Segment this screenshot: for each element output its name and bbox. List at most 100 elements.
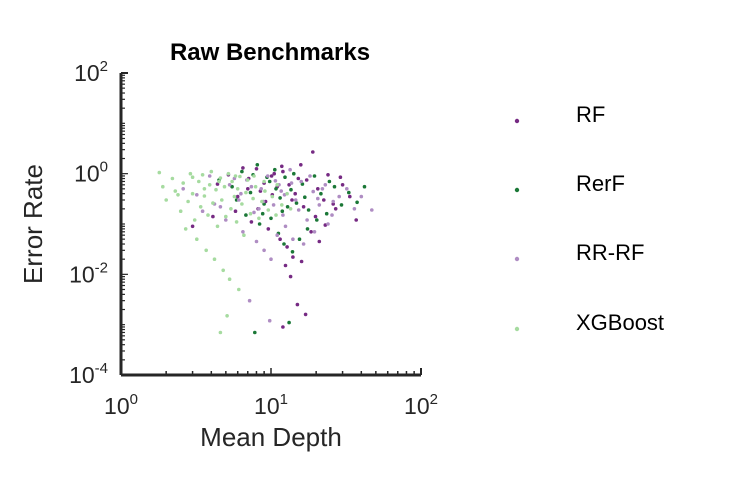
data-point (215, 182, 220, 186)
data-point (303, 312, 308, 317)
data-point (218, 330, 223, 335)
legend-marker (514, 187, 520, 193)
data-point (279, 189, 284, 193)
data-point (295, 302, 300, 307)
x-axis-label: Mean Depth (200, 422, 342, 452)
data-point (241, 230, 245, 234)
data-point (161, 184, 165, 189)
data-point (308, 174, 312, 178)
data-point (299, 179, 304, 184)
data-point (347, 190, 351, 195)
data-point (227, 183, 232, 187)
data-point (312, 230, 317, 234)
data-point (241, 166, 245, 170)
data-point (270, 194, 275, 199)
data-point (311, 150, 315, 154)
data-point (352, 207, 357, 211)
data-point (178, 209, 183, 213)
data-point (285, 245, 289, 249)
data-point (280, 203, 284, 207)
data-point (242, 233, 246, 237)
data-point (233, 174, 238, 178)
data-point (313, 214, 318, 219)
data-point (290, 250, 295, 254)
data-point (212, 257, 217, 262)
data-point (195, 193, 199, 197)
data-point (339, 203, 344, 207)
data-point (338, 175, 343, 179)
data-point (274, 213, 278, 217)
data-point (259, 187, 264, 191)
data-point (211, 201, 215, 205)
series-xgboost (157, 169, 293, 335)
data-point (283, 263, 288, 268)
data-point (209, 169, 214, 174)
data-point (186, 199, 190, 204)
x-tick-label: 101 (254, 391, 288, 419)
data-point (190, 175, 195, 179)
data-point (207, 183, 212, 187)
data-point (181, 181, 185, 185)
data-point (252, 210, 256, 215)
data-point (278, 196, 282, 200)
data-point (206, 213, 210, 217)
data-point (273, 167, 277, 172)
data-point (235, 187, 240, 191)
axes-layer (119, 73, 421, 377)
series-rf (190, 150, 359, 329)
data-point (237, 198, 241, 202)
legend-item: RerF (514, 171, 625, 196)
data-point (332, 184, 337, 189)
data-point (202, 187, 207, 191)
data-point (234, 220, 239, 224)
data-point (181, 187, 185, 191)
data-point (192, 218, 197, 222)
data-point (254, 239, 259, 244)
data-point (173, 189, 178, 193)
data-point (230, 184, 234, 189)
data-point (291, 237, 295, 241)
data-point (215, 224, 220, 229)
chart-title: Raw Benchmarks (170, 39, 370, 66)
data-point (370, 208, 374, 212)
data-point (195, 237, 199, 241)
data-point (359, 194, 364, 199)
data-point (207, 174, 212, 178)
data-point (246, 178, 250, 182)
data-point (272, 171, 277, 176)
data-point (164, 198, 168, 202)
data-point (301, 205, 306, 209)
data-point (280, 209, 285, 213)
data-point (274, 187, 278, 191)
data-point (316, 187, 320, 191)
data-point (218, 205, 223, 209)
legend-marker (514, 118, 520, 124)
data-point (249, 220, 254, 224)
data-point (253, 184, 258, 189)
legend-item: RR-RF (514, 240, 644, 265)
data-point (246, 187, 250, 191)
data-point (291, 255, 295, 259)
data-point (260, 211, 265, 216)
data-point (355, 200, 359, 205)
data-point (255, 163, 260, 167)
data-point (262, 179, 266, 184)
data-point (275, 233, 280, 237)
data-point (190, 224, 195, 229)
data-point (249, 184, 254, 189)
data-point (266, 208, 271, 212)
legend-marker (514, 256, 520, 262)
data-point (301, 242, 306, 246)
data-point (218, 176, 223, 180)
data-point (198, 205, 203, 209)
data-point (257, 222, 262, 226)
data-point (254, 167, 259, 171)
data-point (266, 227, 271, 231)
series-rr-rf (181, 167, 374, 323)
data-point (309, 230, 313, 234)
data-point (271, 203, 276, 207)
data-point (293, 191, 298, 196)
data-point (202, 194, 207, 198)
data-point (306, 208, 311, 212)
